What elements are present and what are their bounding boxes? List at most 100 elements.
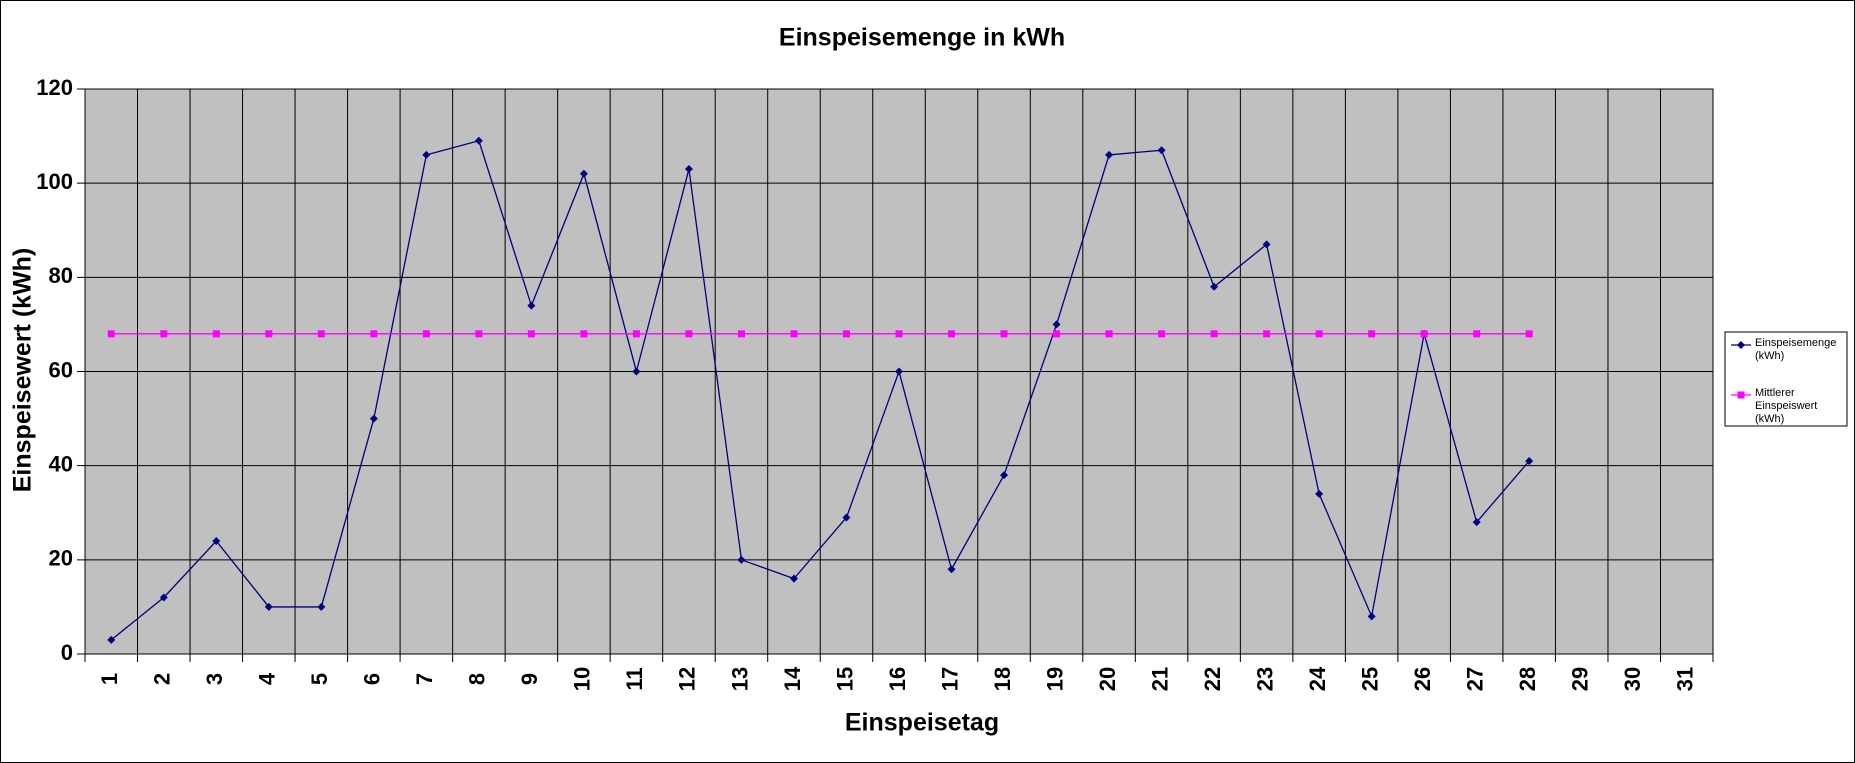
point-marker: [895, 367, 903, 376]
legend-label: Einspeisemenge (kWh): [1755, 337, 1837, 362]
point-marker: [527, 301, 536, 310]
point-marker: [265, 330, 273, 338]
point-marker: [107, 330, 115, 338]
legend-label-box: Einspeisemenge (kWh): [1755, 337, 1837, 362]
x-tick-label: 11: [622, 667, 647, 690]
point-marker: [1262, 240, 1271, 249]
x-tick-label: 1: [97, 673, 122, 685]
point-marker: [422, 330, 430, 338]
point-marker: [632, 330, 640, 338]
point-marker: [317, 602, 326, 611]
x-tick-label: 30: [1620, 667, 1645, 691]
point-marker: [159, 593, 168, 602]
x-tick-label: 3: [202, 673, 227, 685]
point-marker: [947, 565, 956, 574]
x-tick-label: 6: [360, 673, 385, 685]
x-tick-label: 12: [675, 667, 700, 691]
point-marker: [789, 574, 798, 583]
point-marker: [1210, 282, 1219, 291]
point-marker: [1473, 330, 1481, 338]
x-tick-label: 19: [1042, 667, 1067, 691]
x-tick-label: 24: [1305, 666, 1330, 691]
point-marker: [842, 513, 851, 522]
point-marker: [1420, 330, 1428, 338]
point-marker: [1105, 330, 1113, 338]
x-tick-label: 5: [307, 673, 332, 685]
point-marker: [1525, 330, 1533, 338]
chart-title: Einspeisemenge in kWh: [779, 24, 1065, 52]
point-marker: [737, 555, 746, 564]
x-tick-label: 26: [1410, 667, 1435, 691]
x-tick-label: 25: [1357, 667, 1382, 691]
point-marker: [1368, 330, 1376, 338]
x-tick-label: 7: [412, 673, 437, 685]
point-marker: [474, 136, 483, 145]
y-tick-label: 0: [61, 640, 73, 665]
x-tick-label: 29: [1568, 667, 1593, 691]
series-line: [110, 140, 1530, 641]
x-tick-label: 27: [1462, 667, 1487, 691]
y-tick-label: 120: [36, 75, 73, 100]
x-tick-label: 4: [255, 672, 280, 685]
x-tick-label: 31: [1673, 667, 1698, 691]
point-marker: [160, 330, 168, 338]
x-tick-label: 13: [727, 667, 752, 691]
point-marker: [579, 169, 588, 178]
point-marker: [212, 537, 221, 545]
point-marker: [1158, 330, 1166, 338]
x-axis-label: Einspeisetag: [845, 709, 999, 737]
point-marker: [1525, 456, 1534, 465]
x-tick-label: 21: [1147, 667, 1172, 691]
point-marker: [895, 330, 903, 338]
point-marker: [1000, 471, 1009, 480]
x-tick-label: 9: [517, 673, 542, 685]
point-marker: [1105, 150, 1114, 159]
legend-marker: [1737, 391, 1745, 399]
point-marker: [1157, 146, 1166, 155]
point-marker: [370, 330, 378, 338]
point-marker: [369, 414, 378, 423]
point-marker: [580, 330, 588, 338]
legend-marker: [1737, 341, 1745, 349]
x-tick-label: 10: [570, 667, 595, 691]
point-marker: [212, 330, 220, 338]
point-marker: [317, 330, 325, 338]
x-tick-label: 8: [465, 673, 490, 685]
point-marker: [475, 330, 483, 338]
point-marker: [1263, 330, 1271, 338]
y-tick-label: 100: [36, 169, 73, 194]
y-tick-label: 60: [49, 357, 73, 382]
point-marker: [1472, 518, 1481, 527]
y-tick-label: 80: [49, 263, 73, 288]
point-marker: [737, 330, 745, 338]
x-tick-label: 18: [990, 667, 1015, 691]
y-tick-label: 20: [49, 546, 73, 571]
y-tick-label: 40: [49, 451, 73, 476]
legend: [1724, 331, 1848, 427]
point-marker: [1367, 612, 1376, 621]
legend-label-box: Mittlerer Einspeiswert (kWh): [1755, 387, 1818, 425]
point-marker: [422, 150, 431, 159]
point-marker: [1053, 330, 1061, 338]
x-tick-label: 23: [1252, 667, 1277, 691]
x-tick-label: 22: [1200, 667, 1225, 691]
x-tick-label: 15: [832, 667, 857, 691]
point-marker: [842, 330, 850, 338]
point-marker: [1315, 330, 1323, 338]
point-marker: [107, 635, 116, 644]
x-tick-label: 20: [1095, 667, 1120, 691]
x-tick-label: 16: [885, 667, 910, 691]
x-tick-label: 28: [1515, 667, 1540, 691]
x-tick-label: 2: [150, 673, 175, 685]
point-marker: [1052, 320, 1061, 329]
point-marker: [632, 367, 641, 376]
point-marker: [948, 330, 956, 338]
point-marker: [1315, 489, 1324, 498]
point-marker: [684, 165, 693, 174]
y-axis-label: Einspeisewert (kWh): [9, 248, 37, 493]
x-tick-label: 14: [780, 666, 805, 691]
legend-label: Mittlerer Einspeiswert (kWh): [1755, 387, 1818, 425]
point-marker: [1210, 330, 1218, 338]
point-marker: [1000, 330, 1008, 338]
